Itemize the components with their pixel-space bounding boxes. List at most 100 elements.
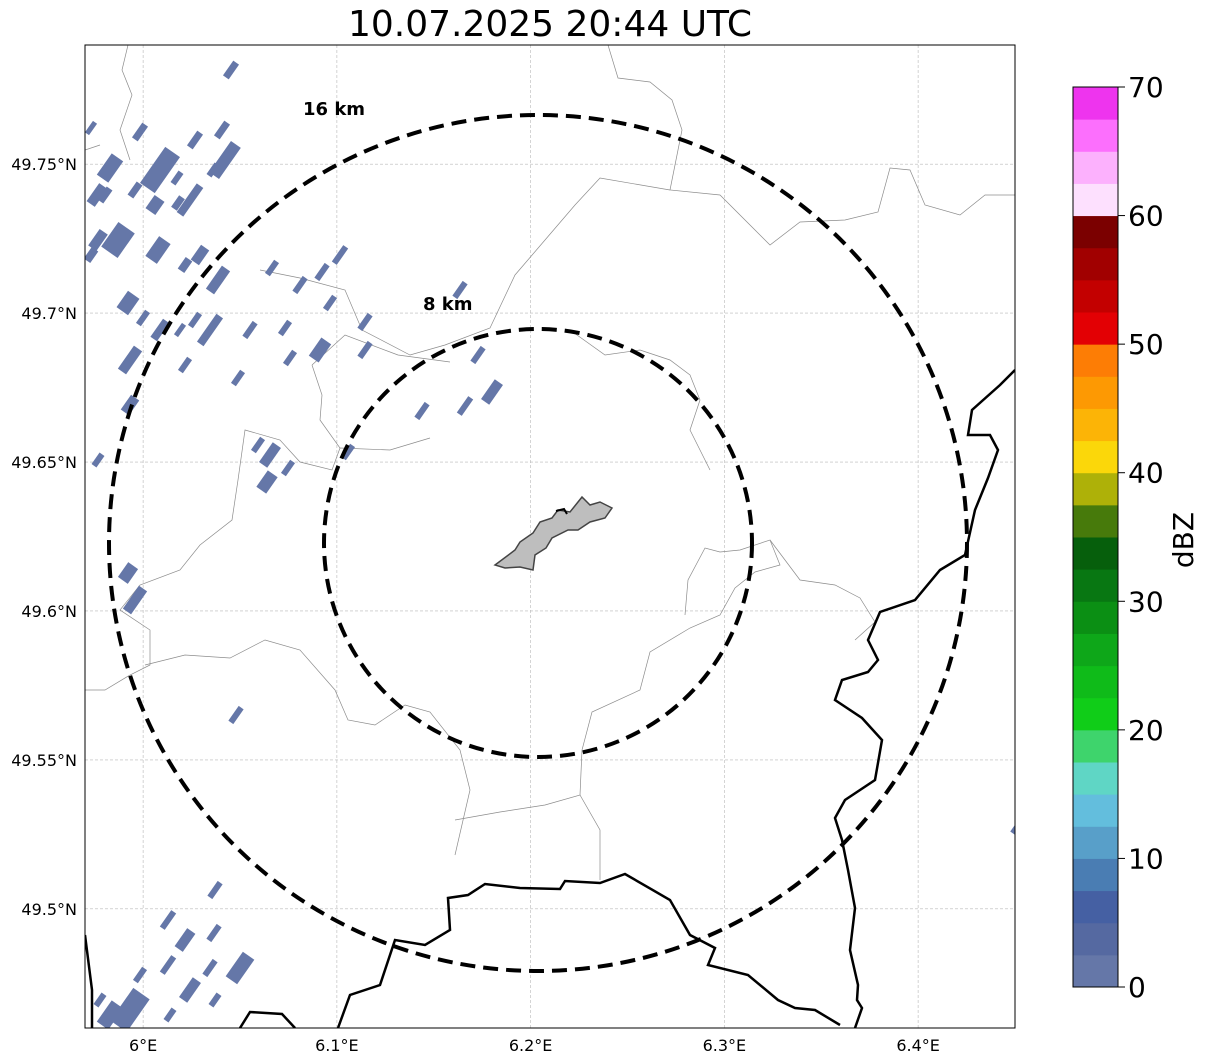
echo-cell — [280, 459, 296, 477]
radar-echoes — [85, 60, 1015, 1028]
echo-cell — [470, 345, 486, 365]
echo-cell — [174, 928, 196, 952]
lat-tick-label: 49.7°N — [21, 304, 77, 323]
colorbar-band — [1073, 633, 1118, 667]
echo-cell — [186, 130, 204, 150]
range-ring-inner — [322, 327, 754, 759]
echo-cell — [213, 120, 231, 140]
echo-cell — [173, 322, 187, 338]
echo-cell — [176, 183, 204, 217]
range-ring-outer — [107, 113, 969, 973]
echo-cell — [222, 60, 240, 80]
echo-cell — [170, 170, 184, 186]
lat-tick-label: 49.55°N — [11, 751, 77, 770]
echo-cell — [122, 585, 148, 615]
echo-cell — [242, 320, 258, 340]
colorbar-band — [1073, 472, 1118, 506]
echo-cell — [85, 246, 99, 264]
colorbar-tick-label: 50 — [1128, 328, 1164, 361]
echo-cell — [96, 1000, 124, 1028]
echo-cell — [481, 379, 503, 405]
echo-cell — [308, 337, 332, 363]
colorbar-tick-label: 60 — [1128, 200, 1164, 233]
map-title: 10.07.2025 20:44 UTC — [347, 4, 753, 45]
echo-cell — [456, 396, 474, 416]
colorbar-band — [1073, 87, 1118, 120]
lon-tick-label: 6°E — [129, 1036, 157, 1055]
colorbar-band — [1073, 312, 1118, 345]
echo-cell — [357, 312, 373, 332]
echo-cell — [196, 313, 224, 347]
echo-cell — [135, 309, 151, 327]
lat-tick-label: 49.5°N — [21, 900, 77, 919]
echo-cell — [277, 319, 293, 337]
colorbar-tick-label: 40 — [1128, 457, 1164, 490]
echo-cell — [91, 452, 105, 468]
echo-cell — [209, 140, 241, 180]
echo-cell — [110, 987, 150, 1028]
echo-cell — [190, 244, 210, 266]
colorbar-band — [1073, 119, 1118, 152]
echo-cell — [202, 958, 218, 978]
colorbar: 0 10 20 30 40 50 60 70 — [1072, 71, 1164, 1004]
colorbar-band — [1073, 890, 1118, 924]
echo-cell — [207, 880, 223, 900]
echo-cell — [208, 992, 222, 1008]
echo-cell — [187, 311, 203, 329]
echo-cell — [145, 195, 165, 215]
lat-tick-label: 49.65°N — [11, 453, 77, 472]
echo-cell — [85, 120, 98, 136]
colorbar-band — [1073, 215, 1118, 249]
echo-cell — [140, 146, 180, 194]
echo-cell — [322, 294, 338, 312]
colorbar-tick-label: 0 — [1128, 971, 1146, 1004]
map-frame — [84, 44, 1016, 1029]
colorbar-band — [1073, 729, 1118, 763]
colorbar-band — [1073, 151, 1118, 184]
echo-cell — [256, 470, 278, 494]
echo-cell — [206, 923, 222, 943]
echo-cell — [97, 186, 113, 204]
echo-cell — [101, 221, 135, 259]
echo-cell — [264, 259, 280, 277]
colorbar-band — [1073, 504, 1118, 538]
ring-label-inner: 8 km — [423, 294, 473, 315]
city-luxembourg — [493, 495, 614, 571]
echo-cell — [179, 977, 201, 1003]
echo-cell — [205, 265, 231, 295]
echo-cell — [357, 340, 373, 360]
echo-cell — [163, 1007, 177, 1023]
colorbar-band — [1073, 826, 1118, 859]
echo-cell — [414, 401, 430, 421]
lon-tick-label: 6.2°E — [509, 1036, 553, 1055]
longitude-labels: 6°E 6.1°E 6.2°E 6.3°E 6.4°E — [129, 1036, 940, 1055]
colorbar-band — [1073, 665, 1118, 699]
echo-cell — [225, 951, 255, 985]
colorbar-band — [1073, 954, 1118, 988]
latitude-labels: 49.5°N 49.55°N 49.6°N 49.65°N 49.7°N 49.75°N — [11, 155, 77, 919]
echo-cell — [282, 349, 298, 367]
echo-cell — [177, 256, 193, 274]
colorbar-band — [1073, 858, 1118, 892]
colorbar-band — [1073, 279, 1118, 313]
echo-cell — [159, 910, 177, 930]
lon-tick-label: 6.4°E — [896, 1036, 940, 1055]
echo-cell — [96, 153, 124, 183]
colorbar-band — [1073, 697, 1118, 731]
national-borders — [85, 369, 1015, 1028]
echo-cell — [228, 705, 244, 725]
colorbar-band — [1073, 344, 1118, 377]
echo-cell — [259, 442, 281, 468]
colorbar-band — [1073, 601, 1118, 634]
colorbar-band — [1073, 247, 1118, 281]
ring-label-outer: 16 km — [303, 99, 365, 120]
colorbar-band — [1073, 376, 1118, 409]
echo-cell — [116, 290, 140, 316]
echo-cell — [131, 122, 149, 142]
colorbar-band — [1073, 183, 1118, 217]
lon-tick-label: 6.1°E — [315, 1036, 359, 1055]
echo-cell — [250, 436, 266, 454]
echo-cell — [86, 183, 108, 207]
echo-cell — [292, 275, 308, 295]
colorbar-tick-label: 30 — [1128, 585, 1164, 618]
